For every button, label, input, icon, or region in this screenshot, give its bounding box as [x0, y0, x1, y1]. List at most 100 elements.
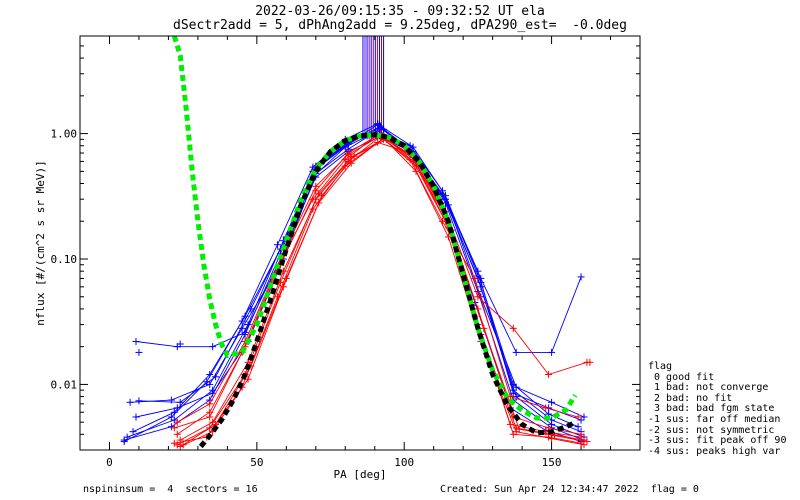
- data-point: [170, 439, 178, 447]
- data-point: [551, 432, 559, 440]
- x-tick-label: 100: [394, 456, 414, 469]
- legend-entry: 0 good fit: [648, 371, 715, 383]
- data-point: [515, 425, 523, 433]
- x-tick-label: 0: [106, 456, 113, 469]
- footer-created: Created: Sun Apr 24 12:34:47 2022 flag =…: [440, 484, 699, 495]
- data-point: [545, 370, 553, 378]
- data-point: [309, 205, 317, 213]
- data-point: [512, 348, 520, 356]
- data-point: [474, 293, 482, 301]
- legend-entry: 2 bad: no fit: [648, 392, 733, 404]
- data-point: [480, 324, 488, 332]
- data-point: [247, 305, 255, 313]
- series-line: [180, 137, 585, 447]
- legend-entry: -4 sus: peaks high var: [648, 445, 781, 457]
- data-point: [167, 423, 175, 431]
- data-point: [574, 413, 582, 421]
- series-line: [123, 123, 582, 443]
- series-line: [138, 128, 585, 418]
- data-point: [129, 428, 137, 436]
- plot-frame: [79, 35, 641, 451]
- data-point: [309, 163, 317, 171]
- data-point: [586, 358, 594, 366]
- series-line: [135, 135, 582, 353]
- series-line: [177, 135, 582, 446]
- series-line: [179, 138, 585, 441]
- data-point: [406, 142, 414, 150]
- data-point: [312, 182, 320, 190]
- data-point: [132, 413, 140, 421]
- data-point: [135, 348, 143, 356]
- data-point: [512, 383, 520, 391]
- data-point: [580, 413, 588, 421]
- x-tick-label: 150: [542, 456, 562, 469]
- data-point: [167, 396, 175, 404]
- data-point: [135, 397, 143, 405]
- data-point: [374, 120, 382, 128]
- data-point: [176, 340, 184, 348]
- chart-subtitle: dSectr2add = 5, dPhAng2add = 9.25deg, dP…: [173, 18, 627, 33]
- data-point: [123, 433, 131, 441]
- y-tick-label: 0.10: [51, 253, 78, 266]
- data-point: [132, 337, 140, 345]
- data-point: [439, 217, 447, 225]
- data-point: [380, 125, 388, 133]
- data-point: [120, 438, 128, 446]
- fit-curve-black: [198, 132, 577, 449]
- data-point: [548, 348, 556, 356]
- data-point: [309, 195, 317, 203]
- data-point: [176, 442, 184, 450]
- data-point: [273, 241, 281, 249]
- data-point: [173, 404, 181, 412]
- fit-layer: [171, 36, 578, 449]
- data-point: [477, 274, 485, 282]
- data-point: [179, 441, 187, 449]
- legend-entry: -1 sus: far off median: [648, 413, 781, 425]
- data-point: [209, 343, 217, 351]
- x-tick-label: 50: [250, 456, 263, 469]
- series-line: [130, 130, 582, 421]
- data-point: [583, 438, 591, 446]
- data-point: [209, 389, 217, 397]
- x-axis-label: PA [deg]: [334, 468, 387, 481]
- axis-layer: 0 50 100 150 0.01 0.10 1.00 PA [deg] nflux [#/(c…: [34, 35, 640, 481]
- data-point: [542, 404, 550, 412]
- legend-entry: -2 sus: not symmetric: [648, 424, 775, 436]
- data-point: [206, 400, 214, 408]
- data-point: [344, 151, 352, 159]
- legend-entry: 3 bad: bad fgm state: [648, 403, 775, 415]
- data-point: [318, 192, 326, 200]
- footer-nspin: nspininsum = 4 sectors = 16: [83, 484, 258, 495]
- data-point: [212, 373, 220, 381]
- series-layer: [120, 36, 594, 450]
- flag-legend: flag 0 good fit 1 bad: not converge 2 ba…: [648, 361, 786, 457]
- data-point: [241, 328, 249, 336]
- y-tick-label: 0.01: [51, 378, 78, 391]
- y-tick-label: 1.00: [51, 128, 78, 141]
- series-line: [135, 127, 585, 441]
- data-point: [548, 435, 556, 443]
- data-point: [341, 162, 349, 170]
- series-line: [177, 135, 588, 423]
- data-point: [574, 423, 582, 431]
- legend-entry: 1 bad: not converge: [648, 382, 769, 394]
- data-point: [350, 152, 358, 160]
- legend-title: flag: [648, 361, 673, 372]
- data-point: [577, 430, 585, 438]
- data-point: [167, 413, 175, 421]
- data-point: [176, 398, 184, 406]
- data-point: [580, 441, 588, 449]
- data-point: [170, 424, 178, 432]
- data-point: [126, 398, 134, 406]
- y-axis-label: nflux [#/(cm^2 s sr MeV)]: [34, 160, 47, 326]
- data-point: [441, 195, 449, 203]
- data-point: [471, 274, 479, 282]
- data-point: [173, 430, 181, 438]
- data-point: [577, 273, 585, 281]
- data-point: [577, 416, 585, 424]
- data-point: [282, 274, 290, 282]
- data-point: [548, 398, 556, 406]
- data-point: [506, 420, 514, 428]
- data-point: [206, 413, 214, 421]
